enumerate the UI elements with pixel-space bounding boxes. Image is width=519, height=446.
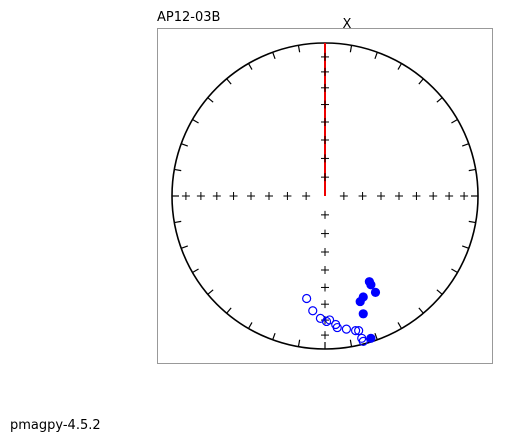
rim-tick [174,168,182,172]
rim-tick [181,143,189,147]
rim-tick [451,268,458,274]
rim-tick [272,332,276,340]
lower-hemisphere-point [370,287,381,297]
chart-title: AP12-03B [157,10,220,25]
rim-tick [226,78,232,85]
upper-hemisphere-point [324,315,335,325]
rim-tick [297,339,301,347]
rim-tick [297,45,301,53]
upper-hemisphere-point [354,326,364,336]
upper-hemisphere-point [358,336,368,346]
rim-tick [226,307,232,314]
rim-tick [418,78,424,85]
rim-tick [397,322,403,329]
rim-tick [461,245,469,249]
upper-hemisphere-point [302,293,312,304]
upper-hemisphere-point [351,326,361,336]
lower-hemisphere-point [355,296,365,307]
lower-hemisphere-point [366,333,376,343]
rim-tick [207,289,214,295]
rim-tick [451,118,458,124]
footer: pmagpy-4.5.2 [10,418,101,433]
rim-tick [349,45,353,53]
rim-tick [461,143,469,147]
lower-hemisphere-point [366,280,376,290]
rim-tick [272,52,276,60]
rim-tick [349,339,353,347]
rim-tick [436,97,443,103]
axis-label: X [343,17,352,32]
rim-tick [247,322,253,329]
upper-hemisphere-point [341,324,352,334]
rim-tick [174,220,182,224]
rim-tick [207,97,214,103]
rim-tick [418,307,424,314]
rim-tick [468,168,476,172]
rim-tick [181,245,189,249]
rim-tick [397,63,403,70]
upper-hemisphere-point [332,322,342,333]
rim-tick [247,63,253,70]
rim-tick [374,52,378,60]
upper-hemisphere-point [308,306,318,316]
rim-tick [468,220,476,224]
lower-hemisphere-point [358,309,368,319]
rim-tick [192,118,199,124]
rim-tick [374,332,378,340]
rim-tick [436,289,443,295]
rim-tick [192,268,199,274]
